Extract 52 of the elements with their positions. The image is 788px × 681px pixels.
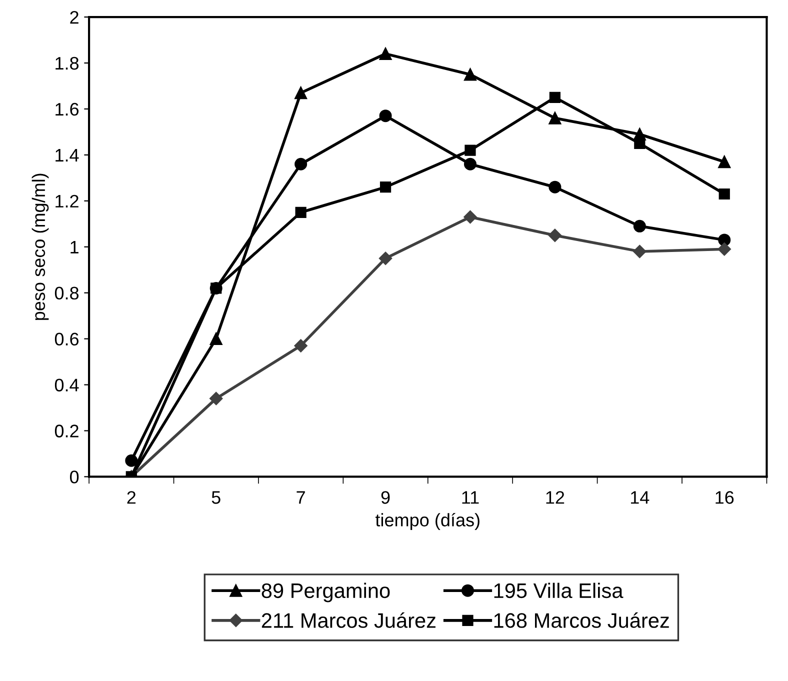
point — [718, 188, 730, 200]
x-tick-label: 9 — [381, 491, 390, 504]
point — [379, 110, 392, 122]
y-tick-label: 0.8 — [54, 286, 79, 300]
x-tick-label: 5 — [212, 491, 220, 504]
point — [379, 48, 392, 60]
point — [294, 86, 308, 100]
x-tick-label: 14 — [630, 491, 650, 504]
point — [295, 206, 306, 218]
point — [210, 282, 222, 294]
point — [294, 158, 308, 170]
y-tick-label: 1.6 — [56, 102, 79, 116]
point — [548, 112, 562, 124]
y-tick-label: 1.8 — [56, 56, 79, 70]
point — [718, 156, 731, 168]
point — [633, 244, 646, 258]
point — [548, 180, 562, 194]
y-tick-label: 2 — [70, 10, 78, 24]
y-tick-label: 1 — [70, 240, 78, 254]
point — [210, 392, 223, 406]
point — [549, 92, 561, 104]
point — [464, 144, 476, 156]
legend-label: 195 Villa Elisa — [494, 582, 624, 598]
point — [718, 234, 731, 246]
legend-label: 211 Marcos Juárez — [262, 612, 436, 628]
point — [378, 252, 392, 265]
point — [718, 242, 731, 256]
point — [210, 332, 222, 346]
point — [634, 138, 646, 149]
y-tick-label: 1.4 — [56, 149, 79, 162]
y-tick-label: 0 — [70, 470, 79, 484]
x-tick-label: 11 — [462, 491, 479, 504]
y-tick-label: 1.2 — [56, 194, 78, 208]
x-tick-label: 12 — [546, 491, 564, 504]
point — [633, 220, 646, 232]
y-tick-label: 0.6 — [54, 332, 79, 346]
point — [464, 158, 476, 170]
y-tick-label: 0.4 — [54, 378, 79, 392]
y-axis-title: peso seco (mg/ml) — [32, 174, 49, 320]
legend-label: 89 Pergamino — [262, 582, 390, 602]
x-tick-label: 16 — [716, 491, 734, 504]
point — [464, 68, 476, 81]
y-tick-label: 0.2 — [54, 424, 78, 438]
x-tick-label: 7 — [296, 491, 305, 504]
point — [294, 339, 308, 352]
point — [464, 210, 477, 224]
point — [125, 454, 138, 467]
point — [380, 182, 392, 193]
x-axis-title: tiempo (días) — [375, 512, 480, 530]
legend-label: 168 Marcos Juárez — [494, 612, 669, 628]
point — [548, 228, 562, 242]
x-tick-label: 2 — [127, 491, 136, 504]
